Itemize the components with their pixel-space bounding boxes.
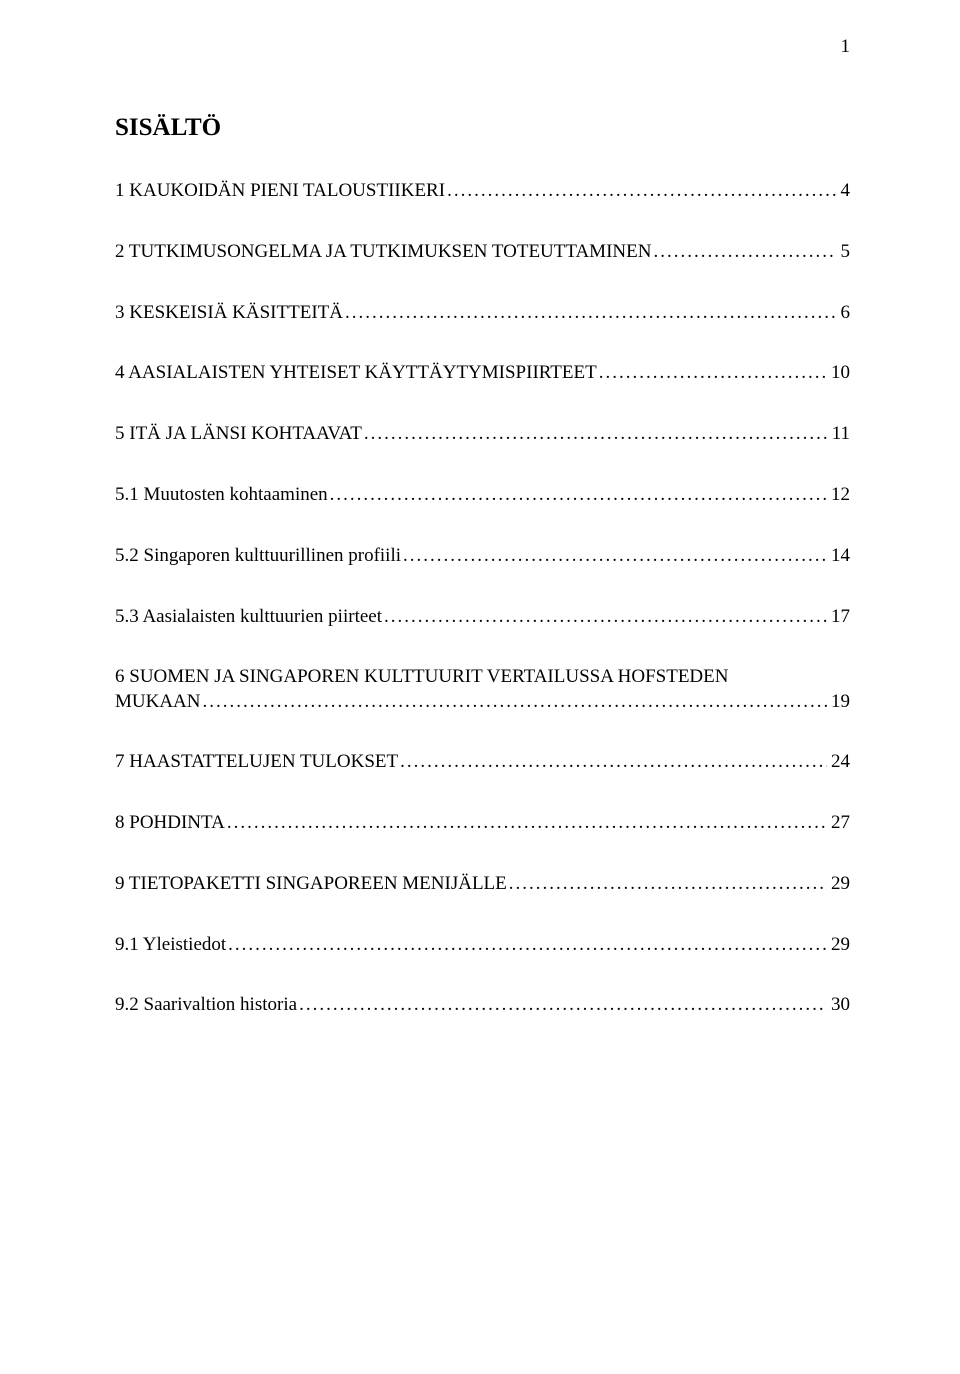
toc-label: 6 SUOMEN JA SINGAPOREN KULTTUURIT VERTAI… [115,666,728,689]
toc-label: 9.2 Saarivaltion historia [115,994,297,1017]
toc-label: 5.2 Singaporen kulttuurillinen profiili [115,545,401,568]
toc-entry: 6 SUOMEN JA SINGAPOREN KULTTUURIT VERTAI… [115,666,850,689]
toc-leader: ........................................… [597,362,827,385]
toc-entry: 9.2 Saarivaltion historia ..............… [115,994,850,1017]
toc-page: 12 [827,484,850,507]
toc-page: 14 [827,545,850,568]
toc-leader: ........................................… [328,484,827,507]
toc-label: 8 POHDINTA [115,812,225,835]
toc-entry: 9.1 Yleistiedot ........................… [115,934,850,957]
toc-leader: ........................................… [225,812,827,835]
toc-leader: ........................................… [226,934,827,957]
toc-entry: 5.1 Muutosten kohtaaminen ..............… [115,484,850,507]
toc-leader: ........................................… [362,423,828,446]
toc-leader: ........................................… [445,180,836,203]
toc-label: 3 KESKEISIÄ KÄSITTEITÄ [115,302,343,325]
toc-entry: 5.2 Singaporen kulttuurillinen profiili … [115,545,850,568]
toc-label: 5 ITÄ JA LÄNSI KOHTAAVAT [115,423,362,446]
toc-page: 17 [827,606,850,629]
toc-label: MUKAAN [115,691,201,713]
toc-label: 7 HAASTATTELUJEN TULOKSET [115,751,398,774]
toc-entry: 4 AASIALAISTEN YHTEISET KÄYTTÄYTYMISPIIR… [115,362,850,385]
toc-label: 4 AASIALAISTEN YHTEISET KÄYTTÄYTYMISPIIR… [115,362,597,385]
toc-page: 29 [827,934,850,957]
toc-page: 4 [837,180,851,203]
toc-entry-continuation: MUKAAN .................................… [115,691,850,713]
toc-label: 9 TIETOPAKETTI SINGAPOREEN MENIJÄLLE [115,873,507,896]
toc-leader: ........................................… [297,994,827,1017]
page-number: 1 [841,36,851,58]
toc-page: 29 [827,873,850,896]
toc-entry: 3 KESKEISIÄ KÄSITTEITÄ .................… [115,302,850,325]
toc-page: 19 [827,691,850,713]
toc-leader: ........................................… [651,241,836,264]
toc-entry: 1 KAUKOIDÄN PIENI TALOUSTIIKERI ........… [115,180,850,203]
toc-label: 5.3 Aasialaisten kulttuurien piirteet [115,606,382,629]
toc-leader: ........................................… [401,545,827,568]
toc-page: 27 [827,812,850,835]
toc-page: 24 [827,751,850,774]
toc-page: 10 [827,362,850,385]
toc-entry: 7 HAASTATTELUJEN TULOKSET ..............… [115,751,850,774]
toc-entry: 2 TUTKIMUSONGELMA JA TUTKIMUKSEN TOTEUTT… [115,241,850,264]
toc-entry: 5.3 Aasialaisten kulttuurien piirteet ..… [115,606,850,629]
toc-entry: 8 POHDINTA .............................… [115,812,850,835]
toc-leader: ........................................… [507,873,827,896]
page-title: SISÄLTÖ [115,114,850,142]
toc-label: 5.1 Muutosten kohtaaminen [115,484,328,507]
toc-label: 9.1 Yleistiedot [115,934,226,957]
document-page: SISÄLTÖ 1 KAUKOIDÄN PIENI TALOUSTIIKERI … [0,0,960,1077]
toc-page: 5 [837,241,851,264]
toc-label: 1 KAUKOIDÄN PIENI TALOUSTIIKERI [115,180,445,203]
toc-leader: ........................................… [201,691,828,713]
toc-leader: ........................................… [398,751,827,774]
toc-page: 11 [828,423,850,446]
toc-label: 2 TUTKIMUSONGELMA JA TUTKIMUKSEN TOTEUTT… [115,241,651,264]
toc-page: 6 [837,302,851,325]
toc-leader: ........................................… [343,302,837,325]
toc-page: 30 [827,994,850,1017]
toc-entry: 9 TIETOPAKETTI SINGAPOREEN MENIJÄLLE ...… [115,873,850,896]
toc-entry: 5 ITÄ JA LÄNSI KOHTAAVAT ...............… [115,423,850,446]
toc-leader: ........................................… [382,606,827,629]
